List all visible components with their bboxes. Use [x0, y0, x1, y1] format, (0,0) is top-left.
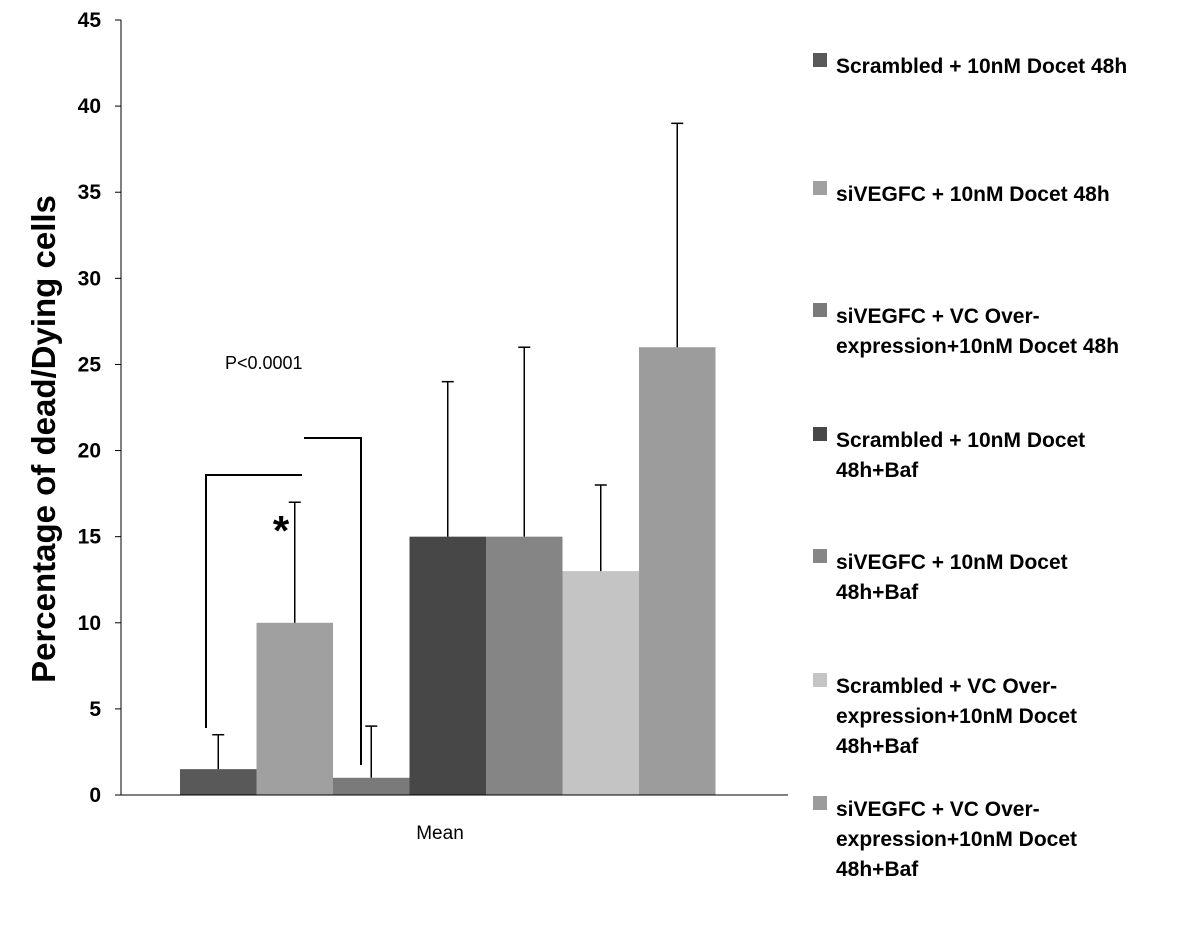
x-axis: Mean	[121, 794, 788, 844]
legend-swatch	[813, 181, 827, 195]
legend-swatch	[813, 796, 827, 810]
legend-label: 48h+Baf	[836, 581, 919, 604]
legend-swatch	[813, 427, 827, 441]
y-axis: 0 5 10 15 20 25 30 35 40 45	[78, 9, 122, 807]
legend-swatch	[813, 303, 827, 317]
legend-label: siVEGFC + VC Over-	[836, 305, 1040, 328]
legend-label: 48h+Baf	[836, 735, 919, 758]
significance-bracket-right	[304, 437, 362, 765]
legend-label: Scrambled + 10nM Docet 48h	[836, 55, 1127, 78]
y-tick-label: 15	[78, 526, 102, 549]
y-tick-label: 25	[78, 353, 102, 376]
error-bars	[212, 122, 684, 778]
y-tick-label: 20	[78, 440, 101, 463]
legend-label: expression+10nM Docet	[836, 705, 1077, 728]
legend: Scrambled + 10nM Docet 48h siVEGFC + 10nM…	[813, 53, 1127, 881]
legend-label: siVEGFC + VC Over-	[836, 798, 1040, 821]
bar	[333, 777, 410, 795]
legend-label: expression+10nM Docet	[836, 828, 1077, 851]
legend-label: expression+10nM Docet 48h	[836, 335, 1119, 358]
legend-label: 48h+Baf	[836, 858, 919, 881]
y-axis-title: Percentage of dead/Dying cells	[25, 195, 62, 683]
y-tick-label: 45	[78, 9, 102, 32]
bar	[409, 536, 486, 795]
significance-bracket-left	[205, 474, 302, 728]
bar	[562, 571, 639, 795]
significance-star: *	[273, 507, 290, 554]
significance-annotation: P<0.0001 *	[205, 353, 362, 765]
legend-swatch	[813, 673, 827, 687]
p-value-label: P<0.0001	[225, 353, 303, 373]
legend-label: 48h+Baf	[836, 459, 919, 482]
legend-label: siVEGFC + 10nM Docet	[836, 551, 1068, 574]
y-tick-label: 40	[78, 95, 101, 118]
legend-label: siVEGFC + 10nM Docet 48h	[836, 183, 1110, 206]
legend-swatch	[813, 53, 827, 67]
bar	[256, 622, 333, 795]
y-tick-label: 5	[89, 698, 101, 721]
y-tick-label: 35	[78, 181, 102, 204]
bars	[180, 347, 716, 795]
y-tick-label: 0	[89, 784, 101, 807]
legend-swatch	[813, 549, 827, 563]
legend-label: Scrambled + 10nM Docet	[836, 429, 1085, 452]
bar	[486, 536, 563, 795]
y-tick-label: 30	[78, 267, 101, 290]
legend-label: Scrambled + VC Over-	[836, 675, 1057, 698]
bar	[180, 769, 257, 795]
x-category-label: Mean	[416, 823, 464, 844]
y-tick-label: 10	[78, 612, 101, 635]
bar	[639, 347, 716, 795]
